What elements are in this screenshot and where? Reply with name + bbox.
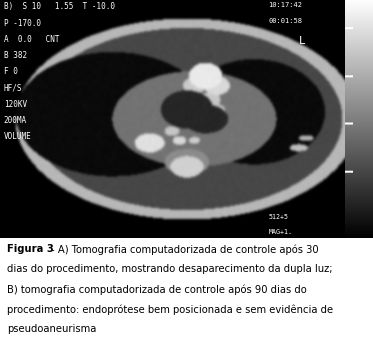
Text: P -170.0: P -170.0 (4, 19, 41, 28)
Text: B 382: B 382 (4, 51, 27, 60)
Text: dias do procedimento, mostrando desaparecimento da dupla luz;: dias do procedimento, mostrando desapare… (7, 264, 333, 274)
Text: pseudoaneurisma: pseudoaneurisma (7, 324, 97, 334)
Text: B)  S 10   1.55  T -10.0: B) S 10 1.55 T -10.0 (4, 3, 115, 11)
Text: 00:01:58: 00:01:58 (269, 18, 303, 24)
Text: HF/S: HF/S (4, 83, 22, 92)
Text: F 0: F 0 (4, 67, 18, 76)
Text: - A) Tomografia computadorizada de controle após 30: - A) Tomografia computadorizada de contr… (48, 244, 319, 255)
Text: A  0.0   CNT: A 0.0 CNT (4, 35, 59, 44)
Text: B) tomografia computadorizada de controle após 90 dias do: B) tomografia computadorizada de control… (7, 284, 307, 295)
Text: L: L (298, 36, 305, 46)
Text: 200MA: 200MA (4, 116, 27, 125)
Text: 10:17:42: 10:17:42 (269, 3, 303, 8)
Text: MAG+1.: MAG+1. (269, 228, 292, 234)
Text: 120KV: 120KV (4, 100, 27, 108)
Text: VOLUME: VOLUME (4, 132, 31, 141)
Text: 512+5: 512+5 (269, 214, 289, 220)
Text: procedimento: endoprótese bem posicionada e sem evidência de: procedimento: endoprótese bem posicionad… (7, 304, 333, 315)
Text: Figura 3: Figura 3 (7, 244, 54, 254)
